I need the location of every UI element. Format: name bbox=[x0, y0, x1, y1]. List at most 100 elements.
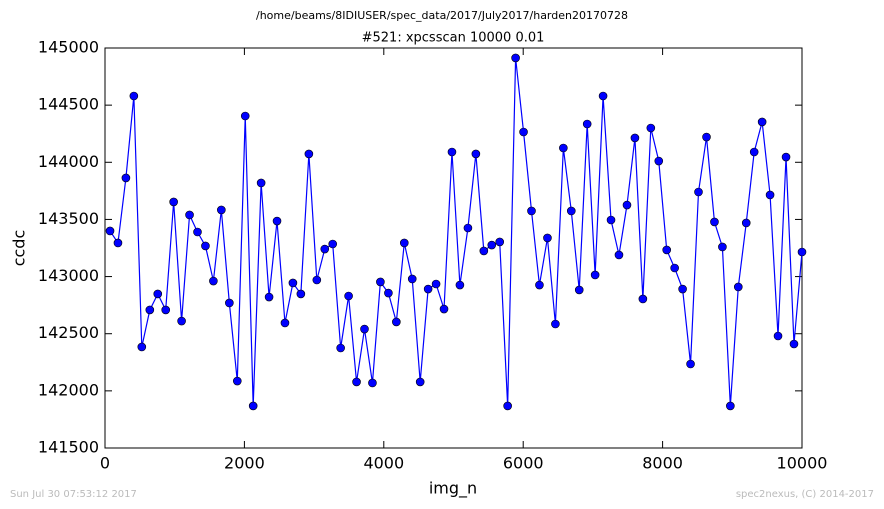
data-point bbox=[304, 149, 314, 159]
x-tick-label: 8000 bbox=[642, 454, 683, 473]
data-point bbox=[137, 342, 147, 352]
data-point bbox=[272, 216, 282, 226]
data-point bbox=[718, 242, 727, 252]
x-tick-label: 10000 bbox=[777, 454, 828, 473]
y-tick-label: 145000 bbox=[38, 38, 99, 57]
data-point bbox=[296, 289, 306, 299]
data-point bbox=[256, 178, 266, 188]
data-point bbox=[240, 111, 250, 121]
data-point bbox=[559, 143, 568, 153]
data-point bbox=[368, 378, 377, 388]
data-point bbox=[447, 147, 457, 157]
data-point bbox=[733, 282, 743, 292]
y-tick-label: 142000 bbox=[38, 380, 99, 399]
chart-title: #521: xpcsscan 10000 0.01 bbox=[362, 31, 545, 46]
data-point bbox=[312, 275, 322, 285]
data-point bbox=[439, 304, 449, 314]
data-point bbox=[415, 377, 425, 387]
data-point bbox=[694, 187, 703, 197]
data-point bbox=[638, 294, 648, 304]
data-point bbox=[527, 206, 536, 216]
data-point bbox=[749, 147, 759, 157]
data-point bbox=[622, 200, 632, 210]
data-point bbox=[423, 284, 433, 294]
data-point bbox=[630, 133, 640, 143]
data-point bbox=[217, 205, 226, 215]
data-point bbox=[193, 227, 202, 237]
data-point bbox=[264, 292, 274, 302]
data-point bbox=[248, 401, 258, 411]
data-point bbox=[288, 278, 298, 288]
data-point bbox=[129, 91, 139, 101]
data-point bbox=[280, 318, 290, 328]
data-point bbox=[209, 276, 218, 286]
x-tick-label: 4000 bbox=[363, 454, 404, 473]
data-point bbox=[678, 284, 687, 294]
data-point bbox=[145, 305, 155, 315]
data-point bbox=[582, 119, 592, 129]
data-point bbox=[463, 223, 473, 233]
data-point bbox=[336, 343, 345, 353]
y-tick-label: 141500 bbox=[38, 438, 99, 457]
data-point bbox=[741, 218, 751, 228]
data-point bbox=[431, 279, 441, 289]
data-point bbox=[710, 217, 719, 227]
data-point bbox=[757, 117, 767, 127]
data-point bbox=[702, 132, 711, 142]
data-point bbox=[376, 277, 385, 287]
data-point bbox=[455, 280, 465, 290]
data-point bbox=[519, 127, 528, 137]
data-point bbox=[407, 274, 417, 284]
data-point bbox=[511, 53, 520, 63]
data-point bbox=[225, 298, 234, 308]
data-point bbox=[654, 156, 664, 166]
y-tick-label: 142500 bbox=[38, 323, 99, 342]
x-tick-label: 2000 bbox=[224, 454, 265, 473]
footer-date: Sun Jul 30 07:53:12 2017 bbox=[10, 489, 137, 500]
data-point bbox=[344, 291, 353, 301]
data-point bbox=[177, 316, 186, 326]
y-axis-label: ccdc bbox=[10, 230, 29, 267]
data-point bbox=[614, 250, 624, 260]
data-point bbox=[686, 359, 695, 369]
suptitle: /home/beams/8IDIUSER/spec_data/2017/July… bbox=[256, 9, 628, 22]
data-point bbox=[185, 210, 194, 220]
x-tick-label: 6000 bbox=[503, 454, 544, 473]
data-point bbox=[105, 226, 115, 236]
data-point bbox=[320, 244, 330, 254]
data-point bbox=[662, 245, 672, 255]
data-point bbox=[646, 123, 656, 133]
y-tick-label: 144500 bbox=[38, 95, 99, 114]
data-point bbox=[797, 247, 807, 257]
data-point bbox=[670, 263, 679, 273]
data-point bbox=[384, 288, 393, 298]
data-point bbox=[169, 197, 178, 207]
data-point bbox=[551, 319, 560, 329]
y-tick-label: 144000 bbox=[38, 152, 99, 171]
data-point bbox=[773, 331, 783, 341]
data-point bbox=[392, 317, 401, 327]
data-point bbox=[113, 238, 123, 248]
data-point bbox=[471, 149, 481, 159]
data-point bbox=[566, 206, 576, 216]
data-point bbox=[726, 401, 735, 411]
data-point bbox=[765, 190, 775, 200]
footer-credit: spec2nexus, (C) 2014-2017 bbox=[736, 489, 874, 500]
data-point bbox=[328, 239, 338, 249]
data-line bbox=[109, 57, 803, 406]
data-point bbox=[153, 289, 163, 299]
data-point bbox=[121, 173, 131, 183]
data-point bbox=[590, 270, 600, 280]
data-point bbox=[201, 241, 210, 251]
data-point bbox=[479, 246, 489, 256]
data-point bbox=[487, 240, 497, 250]
y-tick-label: 143500 bbox=[38, 209, 99, 228]
data-point bbox=[399, 238, 409, 248]
data-point bbox=[543, 233, 552, 243]
plot-frame bbox=[104, 47, 803, 449]
data-point bbox=[781, 152, 791, 162]
data-point bbox=[232, 376, 242, 386]
data-point bbox=[352, 377, 361, 387]
data-point bbox=[606, 215, 616, 225]
data-point bbox=[495, 237, 505, 247]
